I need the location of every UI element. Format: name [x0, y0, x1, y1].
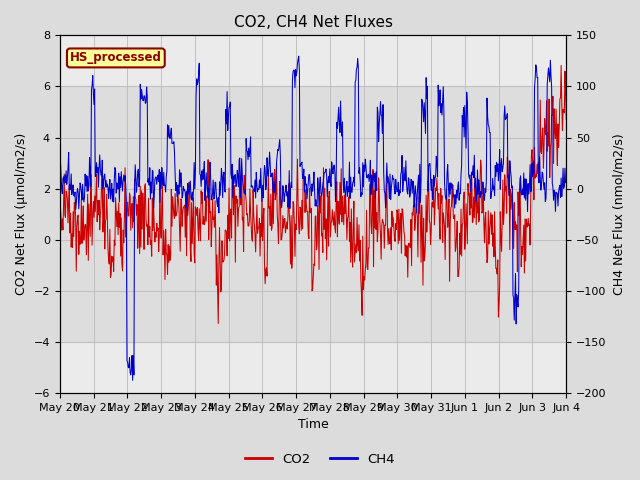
Title: CO2, CH4 Net Fluxes: CO2, CH4 Net Fluxes [234, 15, 392, 30]
Y-axis label: CO2 Net Flux (μmol/m2/s): CO2 Net Flux (μmol/m2/s) [15, 133, 28, 295]
Bar [60, 86, 566, 342]
Y-axis label: CH4 Net Flux (nmol/m2/s): CH4 Net Flux (nmol/m2/s) [612, 133, 625, 295]
Text: HS_processed: HS_processed [70, 51, 162, 64]
X-axis label: Time: Time [298, 419, 328, 432]
Legend: CO2, CH4: CO2, CH4 [240, 447, 400, 471]
